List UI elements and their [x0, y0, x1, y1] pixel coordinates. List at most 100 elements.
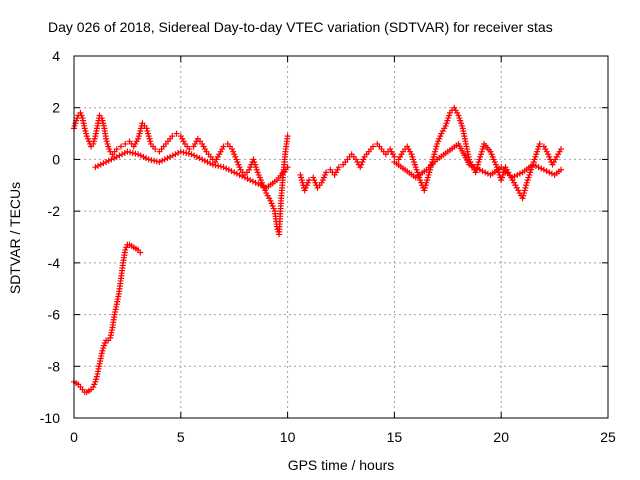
data-point	[191, 152, 198, 159]
data-point	[220, 143, 227, 150]
data-point	[540, 166, 547, 173]
data-point	[196, 155, 203, 162]
data-point	[511, 173, 518, 180]
data-point	[323, 169, 330, 176]
data-point	[239, 173, 246, 180]
y-tick-label: 2	[52, 100, 60, 116]
data-point	[204, 159, 211, 166]
data-point	[217, 163, 224, 170]
data-point	[161, 156, 168, 163]
data-point	[471, 164, 478, 171]
y-tick-label: 4	[52, 48, 60, 64]
data-point	[140, 153, 147, 160]
data-point	[188, 151, 195, 158]
x-tick-label: 25	[600, 429, 616, 445]
data-point	[532, 162, 539, 169]
data-point	[135, 151, 142, 158]
x-tick-labels: 0 5 10 15 20 25	[70, 429, 616, 445]
x-axis-label: GPS time / hours	[288, 457, 395, 473]
data-point	[113, 146, 120, 153]
data-point	[247, 177, 254, 184]
plot-frame	[73, 55, 609, 419]
data-point	[305, 177, 312, 184]
data-point	[538, 165, 545, 172]
data-point	[92, 164, 99, 171]
data-point	[209, 161, 216, 168]
y-tick-labels: -10 -8 -6 -4 -2 0 2 4	[40, 48, 60, 426]
data-point	[215, 162, 222, 169]
data-point	[535, 164, 542, 171]
data-point	[335, 164, 342, 171]
data-point	[193, 153, 200, 160]
data-point	[233, 170, 240, 177]
data-point	[175, 149, 182, 156]
data-point	[201, 157, 208, 164]
data-point	[108, 156, 115, 163]
data-point	[476, 166, 483, 173]
data-point	[116, 152, 123, 159]
data-point	[159, 157, 166, 164]
x-tick-label: 15	[387, 429, 403, 445]
data-point	[173, 130, 180, 137]
data-point	[207, 160, 214, 167]
data-point	[164, 155, 171, 162]
data-point	[124, 148, 131, 155]
data-point	[516, 170, 523, 177]
data-point	[536, 140, 543, 147]
data-point	[122, 140, 129, 147]
data-point	[177, 148, 184, 155]
data-point	[127, 149, 134, 156]
data-point	[113, 153, 120, 160]
data-point	[183, 149, 190, 156]
data-point	[119, 151, 126, 158]
data-point	[132, 150, 139, 157]
chart-title: Day 026 of 2018, Sidereal Day-to-day VTE…	[48, 19, 553, 35]
data-point	[508, 174, 515, 181]
x-tick-label: 0	[70, 429, 78, 445]
data-point	[105, 157, 112, 164]
data-point	[223, 165, 230, 172]
data-point	[479, 168, 486, 175]
data-point	[180, 149, 187, 156]
data-point	[252, 179, 259, 186]
y-tick-label: -10	[40, 410, 60, 426]
data-point	[546, 169, 553, 176]
data-point	[225, 166, 232, 173]
data-point	[466, 161, 473, 168]
y-axis-label: SDTVAR / TECUs	[7, 182, 23, 294]
data-point	[199, 156, 206, 163]
data-point	[97, 161, 104, 168]
data-point	[370, 143, 377, 150]
data-point	[284, 133, 291, 140]
data-point	[558, 166, 565, 173]
data-point	[514, 171, 521, 178]
data-point	[220, 164, 227, 171]
data-point	[530, 161, 537, 168]
data-point	[137, 249, 144, 256]
data-point	[236, 171, 243, 178]
data-point	[148, 157, 155, 164]
data-point	[257, 182, 264, 189]
data-point	[212, 162, 219, 169]
data-point	[241, 174, 248, 181]
data-point	[111, 155, 118, 162]
data-point	[169, 133, 176, 140]
data-point	[558, 146, 565, 153]
x-tick-label: 20	[493, 429, 509, 445]
data-point	[167, 153, 174, 160]
data-point	[284, 164, 291, 171]
y-tick-label: -2	[48, 203, 61, 219]
x-tick-label: 5	[177, 429, 185, 445]
y-tick-label: -8	[48, 358, 61, 374]
data-point	[100, 160, 107, 167]
data-point	[156, 159, 163, 166]
data-point	[152, 146, 159, 153]
data-point	[137, 152, 144, 159]
grid	[74, 56, 608, 418]
data-point	[185, 150, 192, 157]
data-point	[172, 151, 179, 158]
data-point	[121, 149, 128, 156]
data-point	[468, 162, 475, 169]
data-point	[543, 168, 550, 175]
